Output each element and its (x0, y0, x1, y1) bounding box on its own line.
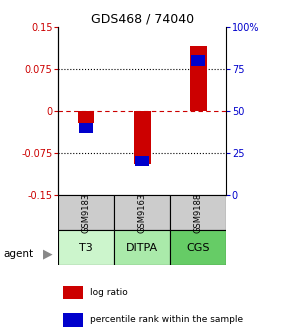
Text: GSM9183: GSM9183 (81, 193, 90, 233)
Text: GSM9163: GSM9163 (137, 193, 147, 233)
Bar (79, 123, 93, 133)
Bar (170, 230, 226, 265)
Bar (114, 195, 170, 230)
Bar (114, 230, 170, 265)
Text: CGS: CGS (186, 243, 210, 253)
Text: agent: agent (3, 249, 33, 259)
Bar (191, 55, 205, 66)
Bar (63, 313, 83, 327)
Text: ▶: ▶ (43, 247, 53, 260)
Bar (190, 46, 206, 111)
Bar (63, 286, 83, 299)
Text: T3: T3 (79, 243, 93, 253)
Bar (135, 156, 149, 166)
Text: GSM9188: GSM9188 (194, 193, 203, 233)
Bar (58, 230, 114, 265)
Text: log ratio: log ratio (90, 288, 127, 297)
Bar (78, 111, 95, 123)
Text: percentile rank within the sample: percentile rank within the sample (90, 316, 243, 325)
Bar (58, 195, 114, 230)
Bar (170, 195, 226, 230)
Bar (134, 111, 151, 164)
Text: DITPA: DITPA (126, 243, 158, 253)
Title: GDS468 / 74040: GDS468 / 74040 (90, 13, 194, 26)
